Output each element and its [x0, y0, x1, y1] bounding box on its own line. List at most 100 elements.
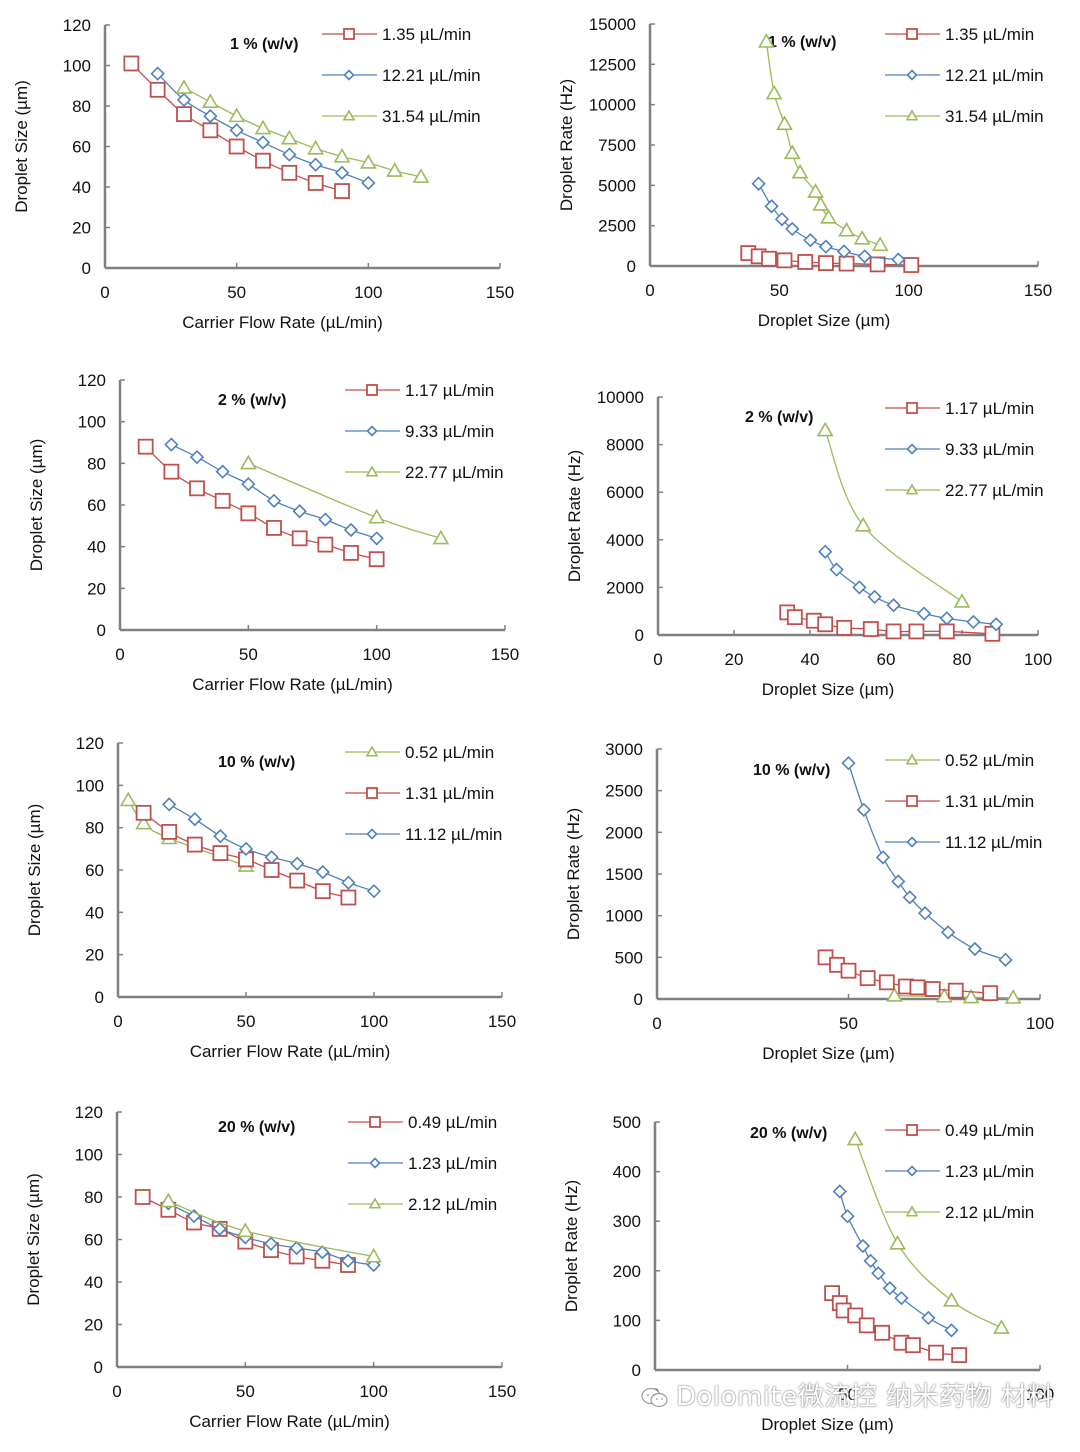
legend-label: 11.12 µL/min: [945, 833, 1042, 852]
data-point-square: [885, 623, 902, 640]
legend-label: 2.12 µL/min: [408, 1195, 497, 1214]
concentration-label: 2 % (w/v): [745, 409, 813, 426]
data-point-triangle: [201, 93, 219, 108]
x-axis-title: Droplet Size (µm): [762, 1044, 895, 1063]
data-point-triangle: [368, 508, 386, 524]
data-point-diamond: [917, 906, 933, 921]
y-tick-label: 2500: [605, 782, 643, 801]
x-tick-label: 50: [237, 1012, 256, 1031]
legend-marker-triangle: [905, 753, 919, 765]
legend-marker-diamond: [906, 1165, 918, 1177]
series-0-49-l-min: [824, 1285, 968, 1364]
x-tick-label: 0: [112, 1382, 121, 1401]
data-point-diamond: [203, 108, 218, 124]
chart-svg: 0 20 40 60 80 100 120 0 50 100 150 Carrier Flow Rat…: [25, 734, 516, 1061]
data-point-triangle: [359, 154, 377, 169]
data-point-diamond: [315, 864, 330, 880]
y-tick-label: 120: [76, 734, 104, 753]
data-point-diamond: [366, 884, 382, 899]
chart-svg: 0 2000 4000 6000 8000 10000 0 20 40 60 80 100 Drople…: [565, 388, 1052, 699]
data-point-diamond: [803, 233, 818, 248]
data-point-triangle: [838, 221, 855, 237]
y-tick-label: 300: [613, 1212, 641, 1231]
legend-label: 22.77 µL/min: [405, 463, 504, 482]
y-axis-title: Droplet Size (µm): [24, 1173, 43, 1306]
legend-marker-square: [906, 795, 918, 807]
data-point-diamond: [315, 1245, 330, 1260]
chart-panel-rate-10pct: 0 500 1000 1500 2000 2500 3000 0 50 100 Droplet Si…: [540, 727, 1080, 1087]
concentration-label: 1 % (w/v): [230, 36, 298, 53]
data-point-diamond: [774, 212, 790, 227]
data-point-diamond: [212, 1221, 227, 1237]
data-point-square: [928, 1344, 944, 1361]
data-point-diamond: [832, 1184, 847, 1199]
data-point-diamond: [255, 135, 271, 150]
data-point-diamond: [989, 617, 1004, 632]
y-tick-label: 3000: [605, 740, 643, 759]
data-point-diamond: [341, 875, 356, 890]
data-point-diamond: [343, 522, 359, 538]
legend-label: 1.31 µL/min: [405, 784, 494, 803]
concentration-label: 1 % (w/v): [768, 34, 836, 51]
data-point-square: [859, 970, 876, 987]
data-point-triangle: [135, 814, 152, 830]
legend-marker-diamond: [366, 425, 378, 437]
x-axis-title: Droplet Size (µm): [761, 1415, 894, 1434]
y-tick-label: 60: [87, 496, 106, 515]
concentration-label: 20 % (w/v): [750, 1125, 827, 1142]
legend-label: 0.49 µL/min: [945, 1121, 1034, 1140]
y-axis-title: Droplet Rate (Hz): [564, 808, 583, 940]
x-axis-title: Carrier Flow Rate (µL/min): [189, 1412, 390, 1431]
data-point-square: [161, 824, 178, 840]
data-point-square: [281, 164, 298, 181]
data-point-diamond: [916, 606, 932, 621]
wechat-icon: [641, 1387, 668, 1407]
data-point-triangle: [365, 1247, 383, 1263]
x-axis-title: Carrier Flow Rate (µL/min): [192, 675, 393, 694]
y-tick-label: 100: [76, 776, 104, 795]
data-point-diamond: [841, 756, 856, 771]
data-point-square: [368, 551, 385, 568]
data-point-diamond: [229, 123, 244, 138]
legend-marker-triangle: [905, 1205, 919, 1217]
legend-marker-diamond: [343, 69, 355, 81]
y-tick-label: 100: [613, 1311, 641, 1330]
series-line: [145, 446, 377, 560]
legend-label: 11.12 µL/min: [405, 825, 502, 844]
legend-marker-diamond: [906, 443, 918, 455]
y-tick-label: 8000: [606, 436, 644, 455]
legend-marker-diamond: [906, 69, 918, 81]
legend-label: 31.54 µL/min: [382, 107, 481, 126]
data-point-square: [255, 152, 271, 169]
data-point-diamond: [998, 952, 1013, 967]
legend-entry: 2.12 µL/min: [348, 1195, 497, 1214]
data-point-diamond: [894, 1290, 909, 1306]
data-point-triangle: [846, 1130, 864, 1146]
y-axis-title: Droplet Rate (Hz): [557, 79, 576, 211]
x-tick-label: 150: [488, 1012, 516, 1031]
legend-marker-square: [343, 28, 355, 40]
data-point-diamond: [361, 175, 376, 191]
data-point-diamond: [264, 850, 279, 865]
series-31-54-l-min: [175, 79, 430, 183]
x-tick-label: 60: [877, 650, 896, 669]
series-1-23-l-min: [832, 1184, 959, 1338]
data-point-diamond: [966, 614, 981, 630]
data-point-square: [905, 1337, 921, 1354]
series-1-35-l-min: [123, 55, 350, 199]
data-point-diamond: [213, 829, 228, 844]
y-tick-label: 20: [84, 1316, 103, 1335]
x-tick-label: 100: [1026, 1014, 1054, 1033]
data-point-square: [840, 962, 857, 979]
legend-entry: 12.21 µL/min: [322, 66, 481, 85]
data-point-diamond: [187, 812, 202, 827]
series-line: [183, 87, 422, 178]
data-point-square: [263, 862, 280, 878]
y-tick-label: 80: [84, 1188, 103, 1207]
y-tick-label: 200: [613, 1262, 641, 1281]
data-point-diamond: [263, 1236, 279, 1251]
data-point-square: [817, 255, 834, 271]
legend-label: 1.23 µL/min: [408, 1154, 497, 1173]
legend-entry: 0.49 µL/min: [348, 1113, 497, 1132]
y-axis-title: Droplet Size (µm): [27, 439, 46, 572]
